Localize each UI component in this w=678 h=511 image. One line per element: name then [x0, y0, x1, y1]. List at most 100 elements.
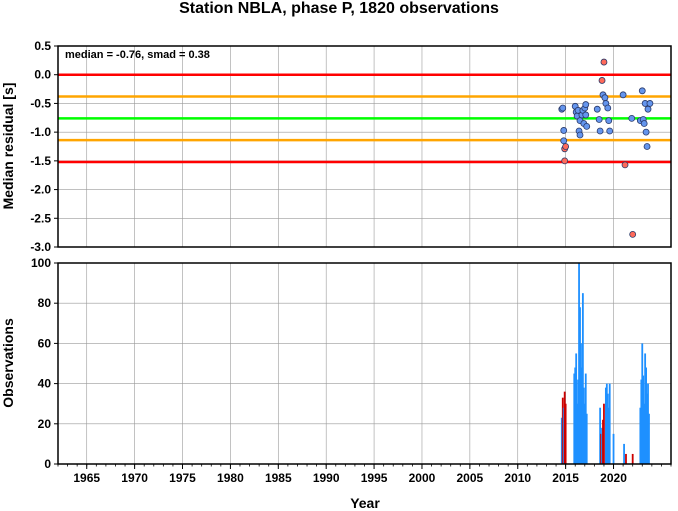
observations-bar — [576, 403, 579, 464]
observations-bar — [602, 419, 604, 464]
observations-bar — [573, 373, 576, 464]
observations-y-tick-label: 40 — [38, 377, 52, 391]
residual-point — [643, 143, 651, 150]
residual-y-tick-label: -0.5 — [30, 96, 51, 110]
observations-bar — [644, 353, 647, 464]
residual-point — [596, 127, 604, 135]
observations-bar — [560, 417, 563, 464]
observations-bar — [561, 397, 564, 464]
median-smad-annotation: median = -0.76, smad = 0.38 — [65, 49, 210, 61]
residual-point — [621, 161, 629, 169]
year-x-tick-label: 2010 — [504, 471, 531, 485]
residual-point — [600, 58, 608, 66]
residual-point — [640, 120, 648, 127]
residual-y-tick-label: 0.5 — [34, 39, 51, 53]
year-x-axis-label: Year — [350, 495, 380, 511]
year-x-tick-label: 1975 — [169, 471, 196, 485]
residual-point — [560, 137, 568, 145]
residual-point — [628, 114, 636, 122]
residual-y-tick-label: -3.0 — [30, 240, 51, 254]
residual-point — [595, 116, 603, 123]
year-x-tick-label: 1965 — [73, 471, 100, 485]
year-x-tick-label: 2015 — [552, 471, 579, 485]
observations-bar — [600, 433, 602, 464]
year-x-tick-label: 1970 — [121, 471, 148, 485]
observations-bar — [575, 353, 578, 464]
observations-bar — [577, 379, 579, 464]
observations-bar — [599, 407, 602, 464]
observations-bar — [601, 427, 603, 464]
year-x-tick-label: 1985 — [265, 471, 292, 485]
observations-bar — [583, 403, 586, 464]
observations-bar — [584, 373, 587, 464]
observations-bar — [585, 413, 588, 464]
residual-point — [629, 230, 637, 238]
observations-bar — [646, 393, 648, 464]
residual-point — [561, 157, 569, 165]
observations-bar — [605, 383, 608, 464]
residual-point — [606, 127, 614, 135]
observations-bar — [580, 343, 582, 464]
year-x-tick-label: 2020 — [600, 471, 627, 485]
residual-y-tick-label: 0.0 — [34, 68, 51, 82]
residual-point — [604, 104, 612, 112]
observations-bar — [647, 383, 649, 464]
residual-point — [619, 91, 627, 99]
observations-bar — [631, 453, 634, 464]
observations-bar — [581, 293, 584, 464]
year-x-tick-label: 1980 — [217, 471, 244, 485]
observations-bar — [639, 407, 642, 464]
observations-bar — [607, 407, 610, 464]
observations-bar — [640, 379, 643, 464]
residual-y-axis-label: Median residual [s] — [0, 83, 16, 210]
residual-y-tick-label: -1.5 — [30, 154, 51, 168]
observations-bar — [581, 367, 583, 464]
residual-point — [582, 101, 590, 108]
residual-y-tick-label: -2.0 — [30, 183, 51, 197]
year-x-tick-label: 2005 — [457, 471, 484, 485]
observations-bar — [563, 391, 566, 464]
residual-point — [642, 128, 650, 136]
observations-bar — [643, 403, 646, 464]
residual-point — [646, 100, 654, 107]
residual-point — [576, 131, 584, 139]
year-x-tick-label: 1995 — [361, 471, 388, 485]
observations-y-tick-label: 20 — [38, 417, 52, 431]
residual-point — [644, 105, 652, 113]
observations-bar — [623, 443, 625, 464]
year-x-tick-label: 1990 — [313, 471, 340, 485]
residual-point — [562, 143, 570, 150]
residual-point — [638, 87, 646, 95]
residual-point — [601, 94, 609, 102]
chart-title: Station NBLA, phase P, 1820 observations — [179, 0, 499, 17]
residual-point — [605, 117, 613, 125]
observations-panel: 1965 1970 1975 1980 1985 1990 1995 2000 2005 2010… — [31, 256, 672, 485]
year-x-tick-label: 2000 — [409, 471, 436, 485]
observations-bar — [562, 407, 565, 464]
observations-y-tick-label: 80 — [38, 296, 52, 310]
observations-bar — [578, 263, 580, 464]
observations-panel-frame — [57, 262, 672, 465]
observations-y-tick-label: 60 — [38, 336, 52, 350]
observations-bar — [582, 387, 585, 464]
observations-bar — [625, 453, 627, 464]
observations-bar — [564, 403, 567, 464]
observations-bar — [641, 343, 644, 464]
observations-y-tick-label: 100 — [31, 256, 51, 270]
observations-bar — [579, 307, 581, 464]
residual-point — [582, 111, 590, 119]
observations-bar — [648, 413, 650, 464]
observations-bar — [603, 403, 605, 464]
observations-bar — [642, 375, 645, 464]
residual-point — [559, 104, 567, 112]
residual-point — [583, 123, 591, 130]
observations-bar — [608, 383, 611, 464]
observations-bar — [645, 367, 647, 464]
residual-y-tick-label: -2.5 — [30, 211, 51, 225]
observations-bar — [612, 433, 615, 464]
observations-bar — [606, 393, 609, 464]
residual-y-tick-label: -1.0 — [30, 125, 51, 139]
residual-panel-frame — [57, 45, 672, 248]
residual-point — [593, 105, 601, 113]
